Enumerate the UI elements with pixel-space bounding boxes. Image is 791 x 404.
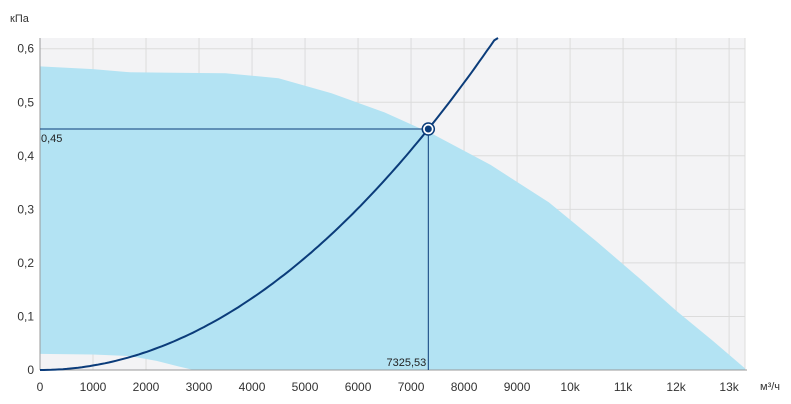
y-tick-label: 0,2 (17, 256, 34, 270)
operating-point-pressure-label: 0,45 (41, 133, 62, 145)
x-tick-label: 1000 (80, 380, 107, 394)
operating-area (40, 66, 745, 371)
y-tick-label: 0,1 (17, 309, 34, 323)
system-curve (40, 37, 499, 371)
x-axis-unit: м³/ч (760, 381, 780, 393)
x-tick-label: 9000 (504, 380, 531, 394)
x-tick-label: 10k (560, 380, 580, 394)
y-tick-label: 0,3 (17, 202, 34, 216)
x-tick-label: 7000 (398, 380, 425, 394)
x-tick-label: 4000 (239, 380, 266, 394)
y-tick-label: 0,5 (17, 95, 34, 109)
operating-point-dot (424, 125, 432, 133)
x-tick-label: 13k (719, 380, 739, 394)
operating-area-fill (40, 66, 745, 371)
x-tick-label: 11k (614, 380, 633, 394)
x-tick-label: 3000 (186, 380, 213, 394)
x-tick-label: 5000 (292, 380, 319, 394)
x-tick-label: 6000 (345, 380, 372, 394)
x-tick-label: 12k (666, 380, 686, 394)
system-curve-line (40, 37, 499, 371)
y-tick-label: 0,6 (17, 42, 34, 56)
x-tick-label: 0 (37, 380, 44, 394)
y-tick-label: 0,4 (17, 149, 34, 163)
y-axis-unit: кПа (10, 13, 30, 25)
axes (39, 38, 747, 371)
operating-point-markers (40, 122, 436, 370)
tick-labels: 0 1000 2000 3000 4000 5000 6000 7000 8000 9000 10k… (17, 42, 739, 394)
y-tick-label: 0 (27, 363, 34, 377)
x-tick-label: 2000 (133, 380, 160, 394)
operating-point-flow-label: 7325,53 (387, 357, 427, 369)
x-tick-label: 8000 (451, 380, 478, 394)
